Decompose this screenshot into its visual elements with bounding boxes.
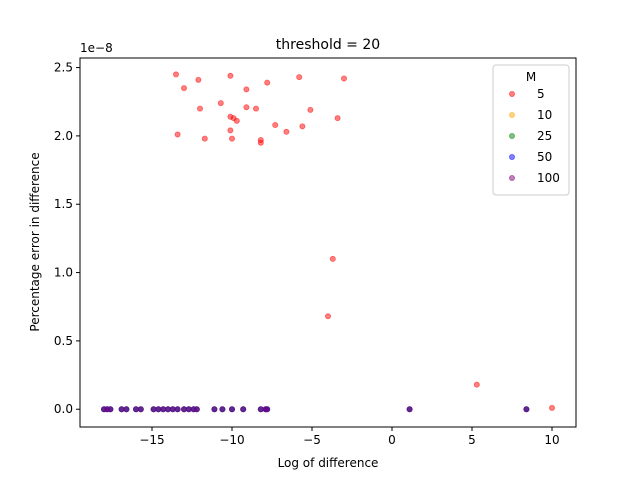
data-point-m5	[324, 313, 331, 320]
data-point-m100	[406, 406, 413, 413]
legend-label: 50	[537, 150, 552, 164]
legend-label: 10	[537, 108, 552, 122]
data-point-m5	[329, 255, 336, 262]
data-point-m5	[340, 75, 347, 82]
data-point-m5	[233, 117, 240, 124]
data-point-m5	[264, 79, 271, 86]
data-point-m100	[219, 406, 226, 413]
x-axis-label: Log of difference	[278, 456, 379, 470]
data-point-m5	[257, 139, 264, 146]
x-tick-label: 0	[388, 433, 396, 447]
data-point-m5	[243, 104, 250, 111]
y-tick-label: 1.0	[54, 266, 73, 280]
data-point-m100	[240, 406, 247, 413]
x-tick-label: −15	[139, 433, 164, 447]
data-point-m5	[228, 135, 235, 142]
data-point-m100	[107, 406, 114, 413]
data-point-m5	[172, 71, 179, 78]
data-points-layer	[101, 71, 556, 413]
data-point-m5	[196, 105, 203, 112]
x-axis: −15 −10 −5 0 5 10	[139, 427, 560, 447]
data-point-m100	[174, 406, 181, 413]
data-point-m5	[296, 74, 303, 81]
data-point-m5	[243, 86, 250, 93]
data-point-m100	[264, 406, 271, 413]
legend-marker	[508, 174, 515, 181]
data-point-m5	[283, 128, 290, 135]
legend-marker	[508, 132, 515, 139]
x-tick-label: −5	[303, 433, 321, 447]
legend-label: 5	[537, 87, 545, 101]
data-point-m5	[334, 115, 341, 122]
chart-title: threshold = 20	[276, 37, 380, 53]
y-tick-label: 2.0	[54, 129, 73, 143]
y-tick-label: 1.5	[54, 197, 73, 211]
y-axis: 0.0 0.5 1.0 1.5 2.0 2.5	[54, 61, 80, 416]
y-tick-label: 0.5	[54, 334, 73, 348]
legend-marker	[508, 112, 515, 119]
data-point-m100	[137, 406, 144, 413]
data-point-m100	[123, 406, 130, 413]
data-point-m5	[299, 123, 306, 130]
data-point-m100	[211, 406, 218, 413]
data-point-m5	[473, 381, 480, 388]
legend-label: 100	[537, 171, 560, 185]
legend-marker	[508, 153, 515, 160]
data-point-m5	[227, 127, 234, 134]
data-point-m5	[227, 72, 234, 79]
data-point-m100	[228, 406, 235, 413]
y-axis-label: Percentage error in difference	[28, 152, 42, 331]
legend-items: 5 10 25 50 100	[508, 87, 560, 185]
x-tick-label: −10	[219, 433, 244, 447]
x-tick-label: 10	[544, 433, 559, 447]
y-multiplier-label: 1e−8	[80, 41, 113, 55]
data-point-m5	[201, 135, 208, 142]
legend-box	[492, 64, 570, 196]
legend: M 5 10 25 50 100	[492, 64, 570, 196]
data-point-m100	[523, 406, 530, 413]
data-point-m5	[217, 100, 224, 107]
y-tick-label: 2.5	[54, 61, 73, 75]
y-tick-label: 0.0	[54, 402, 73, 416]
legend-marker	[508, 91, 515, 98]
data-point-m5	[549, 404, 556, 411]
data-point-m5	[180, 85, 187, 92]
legend-title: M	[526, 70, 536, 84]
data-point-m5	[272, 121, 279, 128]
data-point-m100	[193, 406, 200, 413]
data-point-m5	[174, 131, 181, 138]
data-point-m5	[252, 105, 259, 112]
data-point-m5	[195, 76, 202, 83]
plot-frame	[79, 57, 577, 428]
x-tick-label: 5	[468, 433, 476, 447]
legend-label: 25	[537, 129, 552, 143]
data-point-m5	[307, 106, 314, 113]
